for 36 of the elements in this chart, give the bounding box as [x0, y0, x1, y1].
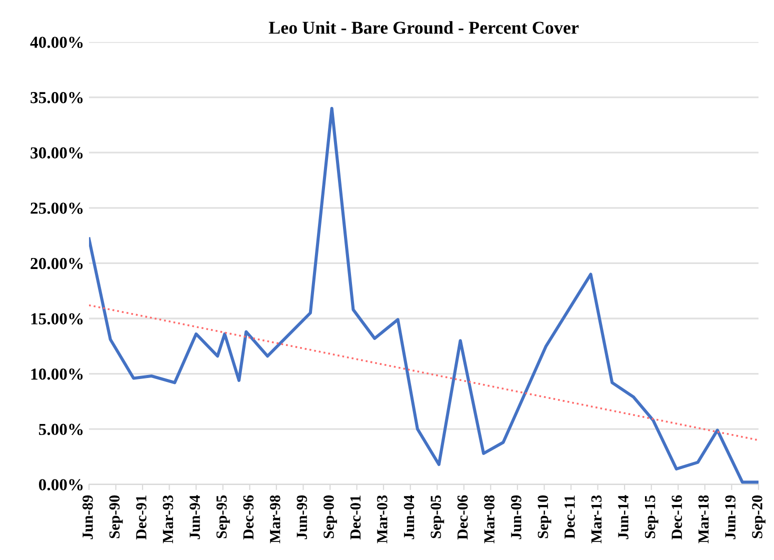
- x-tick-label: Jun-94: [190, 495, 200, 540]
- x-tick-label: Dec-16: [672, 495, 682, 540]
- x-tick-label: Dec-01: [350, 496, 361, 540]
- x-tick-label: Sep-95: [216, 495, 230, 538]
- x-tick-label: Jun-89: [82, 495, 93, 540]
- x-tick-label: Jun-09: [510, 495, 522, 540]
- x-tick-label: Sep-90: [109, 495, 123, 538]
- x-tick-label: Sep-10: [538, 495, 552, 538]
- x-tick-label: Sep-20: [752, 495, 766, 538]
- y-tick-label: 0.00%: [38, 479, 83, 490]
- x-tick-label: Jun-19: [725, 495, 736, 540]
- x-tick-label: Dec-96: [243, 495, 254, 540]
- y-tick-label: 5.00%: [38, 424, 83, 436]
- x-tick-label: Mar-08: [484, 495, 494, 544]
- y-tick-label: 25.00%: [30, 202, 83, 214]
- chart-title: Leo Unit - Bare Ground - Percent Cover: [268, 21, 579, 34]
- x-tick-label: Jun-99: [296, 495, 308, 540]
- x-tick-label: Sep-05: [430, 495, 444, 538]
- y-tick-label: 30.00%: [30, 147, 83, 159]
- y-tick-label: 10.00%: [31, 368, 83, 380]
- y-tick-label: 40.00%: [30, 36, 83, 48]
- y-tick-label: 20.00%: [30, 258, 83, 270]
- x-tick-label: Mar-18: [698, 495, 709, 544]
- x-tick-label: Mar-98: [270, 495, 280, 544]
- x-tick-label: Jun-04: [404, 495, 414, 540]
- x-tick-label: Sep-15: [644, 495, 658, 538]
- x-tick-label: Mar-03: [377, 495, 388, 544]
- y-tick-label: 15.00%: [31, 313, 83, 325]
- x-tick-label: Dec-06: [457, 495, 468, 540]
- x-tick-label: Jun-14: [618, 495, 628, 540]
- y-tick-label: 35.00%: [30, 92, 83, 104]
- x-tick-label: Dec-11: [564, 496, 575, 539]
- x-tick-label: Dec-91: [136, 496, 146, 540]
- x-tick-label: Sep-00: [324, 495, 337, 538]
- x-tick-label: Mar-13: [591, 495, 602, 544]
- x-tick-label: Mar-93: [162, 495, 174, 544]
